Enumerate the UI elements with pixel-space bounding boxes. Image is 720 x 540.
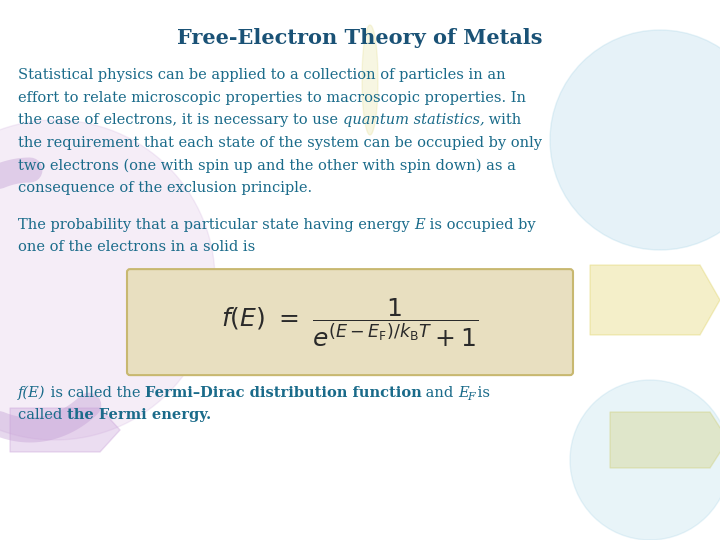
Text: the case of electrons, it is necessary to use: the case of electrons, it is necessary t… bbox=[18, 113, 343, 127]
Text: Fermi–Dirac distribution function: Fermi–Dirac distribution function bbox=[145, 386, 421, 400]
Polygon shape bbox=[10, 408, 120, 452]
Text: one of the electrons in a solid is: one of the electrons in a solid is bbox=[18, 240, 256, 254]
Text: The probability that a particular state having energy: The probability that a particular state … bbox=[18, 218, 414, 232]
Text: Free-Electron Theory of Metals: Free-Electron Theory of Metals bbox=[177, 28, 543, 48]
Text: F: F bbox=[467, 392, 475, 402]
Text: the requirement that each state of the system can be occupied by only: the requirement that each state of the s… bbox=[18, 136, 542, 150]
Text: E: E bbox=[414, 218, 425, 232]
Text: with: with bbox=[485, 113, 521, 127]
Circle shape bbox=[550, 30, 720, 250]
Text: f(E): f(E) bbox=[18, 386, 45, 400]
Text: E: E bbox=[458, 386, 469, 400]
Circle shape bbox=[570, 380, 720, 540]
Polygon shape bbox=[610, 412, 720, 468]
Circle shape bbox=[0, 120, 215, 440]
Text: Statistical physics can be applied to a collection of particles in an: Statistical physics can be applied to a … bbox=[18, 68, 505, 82]
Polygon shape bbox=[590, 265, 720, 335]
Text: effort to relate microscopic properties to macroscopic properties. In: effort to relate microscopic properties … bbox=[18, 91, 526, 105]
Text: and: and bbox=[421, 386, 458, 400]
FancyBboxPatch shape bbox=[127, 269, 573, 375]
Text: quantum statistics,: quantum statistics, bbox=[343, 113, 485, 127]
Text: the Fermi energy.: the Fermi energy. bbox=[67, 408, 211, 422]
Text: $f(E) \ = \ \dfrac{1}{e^{(E-E_{\mathrm{F}})/k_{\mathrm{B}}T} + 1}$: $f(E) \ = \ \dfrac{1}{e^{(E-E_{\mathrm{F… bbox=[221, 296, 479, 349]
Text: is occupied by: is occupied by bbox=[425, 218, 536, 232]
Text: two electrons (one with spin up and the other with spin down) as a: two electrons (one with spin up and the … bbox=[18, 159, 516, 173]
Text: is: is bbox=[472, 386, 490, 400]
Text: consequence of the exclusion principle.: consequence of the exclusion principle. bbox=[18, 181, 312, 195]
Text: is called the: is called the bbox=[45, 386, 145, 400]
Text: called: called bbox=[18, 408, 67, 422]
Polygon shape bbox=[362, 25, 378, 135]
